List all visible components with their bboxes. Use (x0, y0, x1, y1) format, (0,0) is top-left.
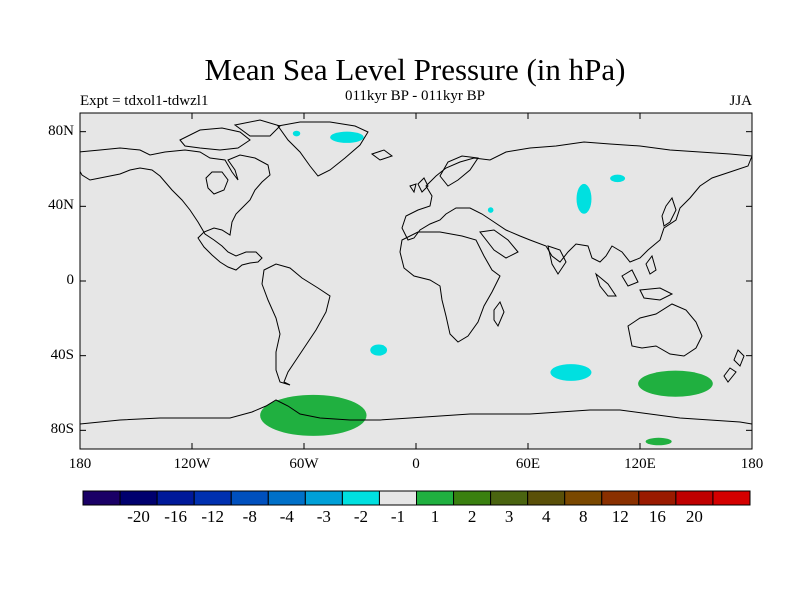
colorbar-label: -3 (316, 507, 331, 526)
colorbar-swatch (193, 490, 232, 506)
colorbar-swatch (564, 490, 603, 506)
map-background (80, 113, 752, 449)
colorbar-label: 12 (611, 507, 629, 526)
coastline-south-america (261, 263, 331, 386)
colorbar-swatch (712, 490, 751, 506)
colorbar-swatch (638, 490, 677, 506)
coastline-maritime-continent (594, 254, 674, 301)
colorbar-label: 20 (685, 507, 703, 526)
anomaly-siberia-low (610, 174, 626, 183)
colorbar-label: -4 (279, 507, 294, 526)
colorbar-swatch (304, 490, 343, 506)
lat-label: 80N (48, 122, 74, 139)
lon-label: 0 (412, 456, 420, 472)
colorbar-swatch (82, 490, 121, 506)
colorbar-swatch (675, 490, 714, 506)
colorbar-label: 4 (541, 507, 551, 526)
coastline-eurasia (401, 141, 752, 263)
colorbar-label: 8 (579, 507, 588, 526)
colorbar-label: 2 (467, 507, 477, 526)
colorbar-label: -20 (127, 507, 150, 526)
colorbar-label: -8 (242, 507, 257, 526)
colorbar-label: -1 (390, 507, 406, 526)
colorbar-swatch (378, 490, 418, 506)
colorbar-swatch (453, 490, 492, 506)
coastline-arctic-islands (179, 119, 281, 151)
experiment-label: Expt = tdxol1-tdwzl1 (80, 93, 209, 109)
lon-label: 180 (68, 456, 92, 472)
colorbar-swatch (119, 490, 158, 506)
anomaly-europe-low (487, 207, 494, 213)
colorbar-label: 16 (648, 507, 666, 526)
lon-label: 60W (289, 456, 319, 472)
coastline-layer (80, 119, 752, 425)
coastline-scandinavia (439, 155, 479, 187)
coastline-iceland (370, 149, 394, 161)
anomaly-ross-high (645, 437, 672, 446)
coastline-australia (627, 303, 703, 357)
colorbar-swatch (341, 490, 380, 506)
lon-label: 60E (515, 456, 541, 472)
coastline-madagascar (493, 300, 505, 328)
coastline-antarctica (80, 399, 752, 425)
anomaly-greenland-small-low (292, 130, 301, 137)
colorbar-swatch (601, 490, 640, 506)
lat-label: 0 (66, 272, 75, 288)
lat-label: 40N (48, 197, 74, 214)
lat-label: 80S (50, 421, 74, 438)
anomaly-south-pacific-high (638, 370, 713, 397)
colorbar (82, 490, 751, 506)
chart-title: Mean Sea Level Pressure (in hPa) (204, 52, 626, 87)
lon-label: 180 (740, 456, 764, 472)
anomaly-south-atlantic-low (370, 344, 388, 356)
season-label: JJA (729, 93, 752, 109)
coastline-greenland (277, 121, 369, 177)
anomaly-antarctic-high (260, 394, 367, 436)
anomaly-central-asia-low (576, 183, 592, 214)
coastline-arabia-india (479, 229, 567, 275)
lon-label: 120E (624, 456, 656, 472)
coastline-hudson-bay (205, 171, 229, 195)
colorbar-swatch (416, 490, 455, 506)
coastline-north-america (80, 147, 271, 271)
coastline-british-isles (409, 177, 429, 194)
colorbar-swatch (527, 490, 566, 506)
colorbar-swatch (230, 490, 269, 506)
anomaly-south-indian-low (550, 364, 592, 381)
axis-ticks (79, 113, 753, 449)
chart-subtitle: 011kyr BP - 011kyr BP (344, 88, 485, 104)
coastline-new-zealand (723, 349, 745, 383)
colorbar-label: 3 (504, 507, 514, 526)
colorbar-label: -2 (353, 507, 368, 526)
colorbar-label: -12 (201, 507, 225, 526)
colorbar-label: -16 (164, 507, 187, 526)
lat-label: 40S (50, 346, 74, 363)
colorbar-swatch (267, 490, 306, 506)
colorbar-swatch (156, 490, 195, 506)
colorbar-swatch (490, 490, 529, 506)
anomaly-greenland-low (330, 131, 364, 143)
coastline-japan (661, 196, 677, 227)
colorbar-label: 1 (430, 507, 440, 526)
lon-label: 120W (173, 456, 211, 472)
coastline-africa (399, 231, 501, 343)
